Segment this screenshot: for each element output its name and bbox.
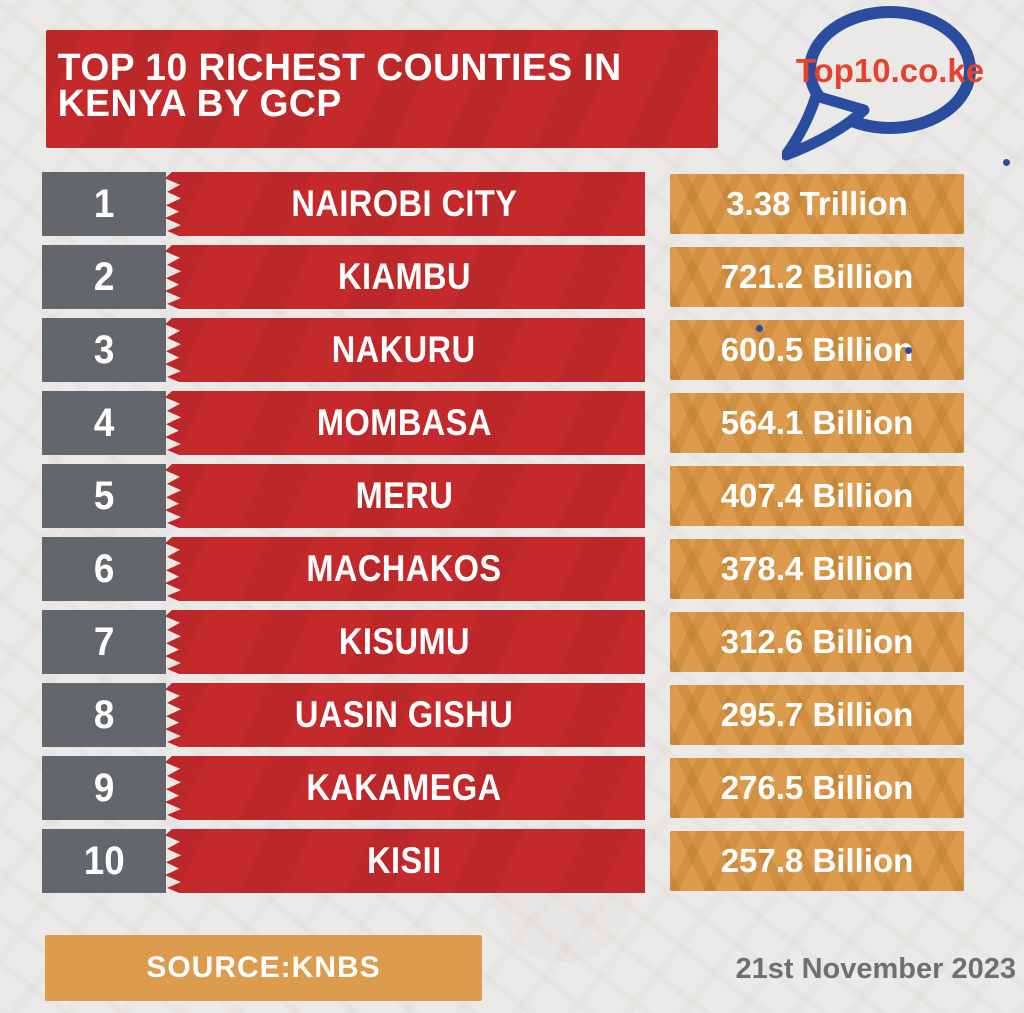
rank-number: 1 [93, 181, 115, 226]
rank-number: 7 [93, 619, 115, 664]
value-badge: 257.8 Billion [670, 831, 964, 891]
county-bar: KAKAMEGA [165, 756, 645, 820]
county-name: NAIROBI CITY [291, 183, 517, 224]
county-row: 3 NAKURU 600.5 Billion [42, 318, 964, 382]
rank-badge: 10 [42, 829, 166, 893]
page-title: TOP 10 RICHEST COUNTIES IN KENYA BY GCP [57, 47, 622, 125]
gcp-value: 407.4 Billion [720, 477, 914, 514]
ranking-list: 1 NAIROBI CITY 3.38 Trillion 2 KIAMBU 72… [42, 172, 964, 902]
county-row: 10 KISII 257.8 Billion [42, 829, 964, 893]
rank-badge: 3 [42, 318, 166, 382]
rank-badge: 9 [42, 756, 166, 820]
county-name: MACHAKOS [306, 548, 502, 589]
rank-number: 3 [93, 327, 115, 372]
rank-number: 9 [93, 765, 115, 810]
gcp-value: 257.8 Billion [720, 842, 914, 879]
decorative-dot [1003, 159, 1010, 166]
rank-number: 4 [93, 400, 115, 445]
county-row: 5 MERU 407.4 Billion [42, 464, 964, 528]
rank-badge: 6 [42, 537, 166, 601]
county-name: NAKURU [332, 329, 476, 370]
county-name: MERU [355, 475, 453, 516]
value-badge: 721.2 Billion [670, 247, 964, 307]
value-badge: 295.7 Billion [670, 685, 964, 745]
source-badge: SOURCE:KNBS [45, 935, 482, 1001]
rank-number: 10 [83, 838, 125, 883]
county-row: 4 MOMBASA 564.1 Billion [42, 391, 964, 455]
county-row: 8 UASIN GISHU 295.7 Billion [42, 683, 964, 747]
source-label: SOURCE:KNBS [146, 951, 381, 984]
rank-badge: 7 [42, 610, 166, 674]
logo-text: Top10.co.ke [796, 52, 984, 89]
county-bar: KISII [165, 829, 645, 893]
county-row: 2 KIAMBU 721.2 Billion [42, 245, 964, 309]
header-banner: TOP 10 RICHEST COUNTIES IN KENYA BY GCP [46, 30, 718, 148]
county-bar: MOMBASA [165, 391, 645, 455]
value-badge: 276.5 Billion [670, 758, 964, 818]
county-name: KISUMU [338, 621, 470, 662]
value-badge: 378.4 Billion [670, 539, 964, 599]
rank-badge: 1 [42, 172, 166, 236]
county-bar: MERU [165, 464, 645, 528]
gcp-value: 3.38 Trillion [726, 185, 908, 222]
value-badge: 407.4 Billion [670, 466, 964, 526]
county-name: KISII [366, 840, 442, 881]
county-bar: KIAMBU [165, 245, 645, 309]
county-bar: KISUMU [165, 610, 645, 674]
county-name: KIAMBU [337, 256, 471, 297]
county-row: 9 KAKAMEGA 276.5 Billion [42, 756, 964, 820]
county-row: 1 NAIROBI CITY 3.38 Trillion [42, 172, 964, 236]
county-bar: NAKURU [165, 318, 645, 382]
decorative-dot [756, 325, 763, 332]
rank-badge: 2 [42, 245, 166, 309]
rank-number: 2 [93, 254, 115, 299]
value-badge: 312.6 Billion [670, 612, 964, 672]
rank-badge: 4 [42, 391, 166, 455]
date-label: 21st November 2023 [735, 953, 1017, 985]
decorative-dot [905, 347, 912, 354]
rank-badge: 8 [42, 683, 166, 747]
county-bar: UASIN GISHU [165, 683, 645, 747]
gcp-value: 564.1 Billion [720, 404, 914, 441]
rank-number: 5 [93, 473, 115, 518]
top10-logo: Top10.co.ke [780, 0, 1010, 165]
county-name: KAKAMEGA [306, 767, 502, 808]
value-badge: 564.1 Billion [670, 393, 964, 453]
county-bar: MACHAKOS [165, 537, 645, 601]
gcp-value: 721.2 Billion [720, 258, 914, 295]
county-row: 6 MACHAKOS 378.4 Billion [42, 537, 964, 601]
county-name: UASIN GISHU [294, 694, 514, 735]
gcp-value: 600.5 Billion [720, 331, 914, 368]
value-badge: 600.5 Billion [670, 320, 964, 380]
gcp-value: 378.4 Billion [720, 550, 914, 587]
speech-bubble-icon: Top10.co.ke [780, 6, 984, 161]
county-row: 7 KISUMU 312.6 Billion [42, 610, 964, 674]
value-badge: 3.38 Trillion [670, 174, 964, 234]
gcp-value: 295.7 Billion [720, 696, 914, 733]
rank-number: 8 [93, 692, 115, 737]
gcp-value: 312.6 Billion [720, 623, 914, 660]
county-bar: NAIROBI CITY [165, 172, 645, 236]
county-name: MOMBASA [316, 402, 492, 443]
rank-number: 6 [93, 546, 115, 591]
rank-badge: 5 [42, 464, 166, 528]
gcp-value: 276.5 Billion [720, 769, 914, 806]
